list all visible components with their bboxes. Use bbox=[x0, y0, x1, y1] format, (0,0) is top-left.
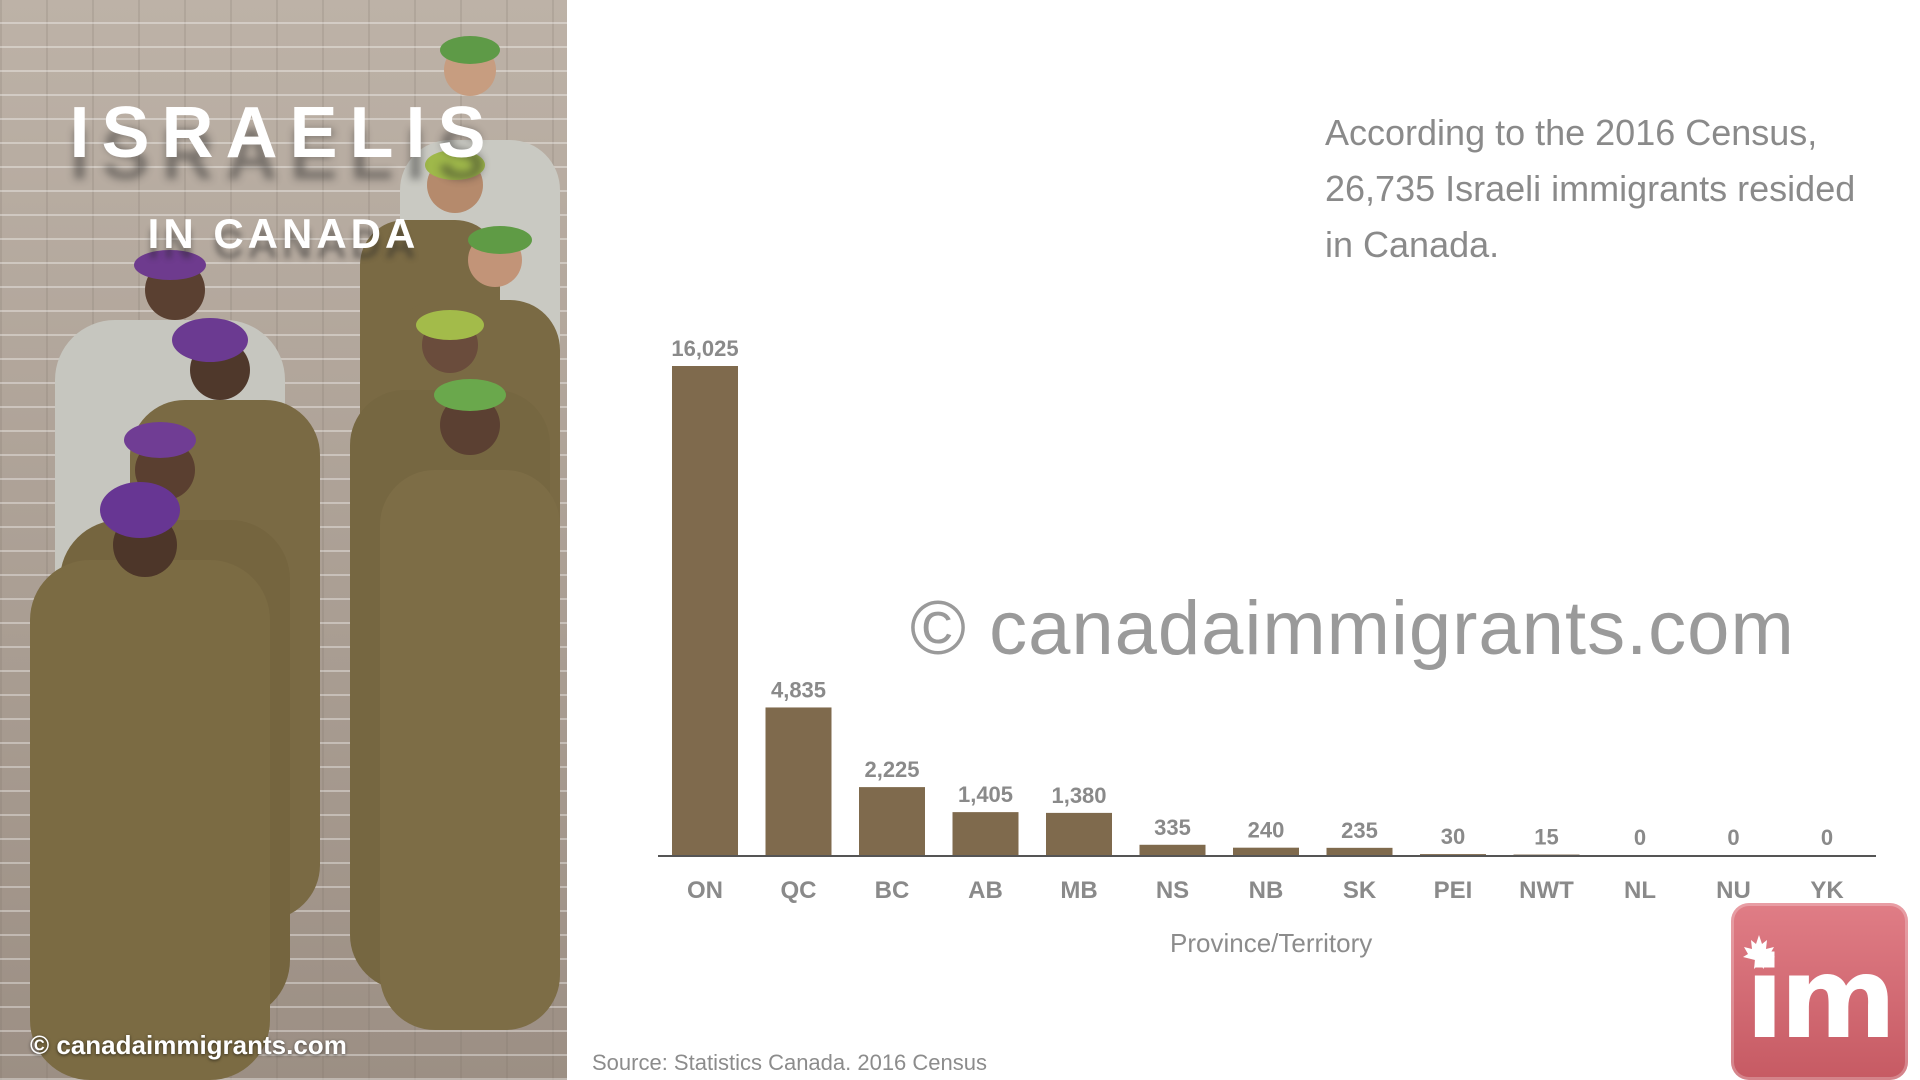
value-label-qc: 4,835 bbox=[771, 677, 826, 702]
maple-leaf-icon bbox=[1743, 935, 1775, 969]
value-label-ns: 335 bbox=[1154, 815, 1191, 840]
tick-label-yk: YK bbox=[1810, 877, 1844, 904]
value-label-nl: 0 bbox=[1634, 825, 1646, 850]
x-axis-label: Province/Territory bbox=[1170, 928, 1373, 958]
tick-label-nl: NL bbox=[1624, 877, 1656, 904]
value-label-bc: 2,225 bbox=[864, 757, 919, 782]
bar-nb bbox=[1233, 847, 1299, 855]
tick-label-nwt: NWT bbox=[1519, 877, 1574, 904]
site-logo[interactable]: im bbox=[1731, 903, 1908, 1080]
bar-ab bbox=[952, 812, 1019, 855]
tick-label-ns: NS bbox=[1156, 877, 1189, 904]
bar-qc bbox=[765, 707, 832, 855]
bar-on bbox=[672, 366, 738, 855]
source-note: Source: Statistics Canada. 2016 Census bbox=[592, 1050, 988, 1075]
tick-label-mb: MB bbox=[1060, 877, 1097, 904]
value-label-sk: 235 bbox=[1341, 818, 1378, 843]
value-label-ab: 1,405 bbox=[958, 782, 1013, 807]
value-label-mb: 1,380 bbox=[1051, 783, 1106, 808]
tick-label-ab: AB bbox=[968, 877, 1003, 904]
value-label-nwt: 15 bbox=[1534, 825, 1558, 850]
value-label-pei: 30 bbox=[1441, 824, 1465, 849]
watermark: © canadaimmigrants.com bbox=[910, 586, 1795, 671]
bar-ns bbox=[1139, 844, 1206, 855]
bar-mb bbox=[1046, 812, 1112, 855]
census-note: According to the 2016 Census, 26,735 Isr… bbox=[1325, 112, 1856, 265]
tick-label-nb: NB bbox=[1249, 877, 1284, 904]
value-label-on: 16,025 bbox=[671, 336, 738, 361]
logo-text: im bbox=[1745, 934, 1896, 1064]
tick-label-nu: NU bbox=[1716, 877, 1751, 904]
bar-pei bbox=[1420, 854, 1486, 855]
soldiers-photo bbox=[30, 36, 560, 1080]
tick-label-qc: QC bbox=[781, 877, 817, 904]
value-label-yk: 0 bbox=[1821, 825, 1833, 850]
value-label-nb: 240 bbox=[1248, 818, 1285, 843]
value-label-nu: 0 bbox=[1727, 825, 1739, 850]
cover-photo: ISRAELIS IN CANADA © canadaimmigrants.co… bbox=[0, 0, 567, 1080]
bar-bc bbox=[859, 787, 925, 855]
photo-subtitle: IN CANADA bbox=[147, 210, 420, 257]
bar-sk bbox=[1326, 847, 1393, 855]
tick-label-on: ON bbox=[687, 877, 723, 904]
tick-label-sk: SK bbox=[1343, 877, 1377, 904]
tick-label-bc: BC bbox=[875, 877, 910, 904]
photo-title: ISRAELIS bbox=[69, 93, 498, 173]
photo-credit: © canadaimmigrants.com bbox=[30, 1030, 347, 1060]
tick-label-pei: PEI bbox=[1434, 877, 1473, 904]
